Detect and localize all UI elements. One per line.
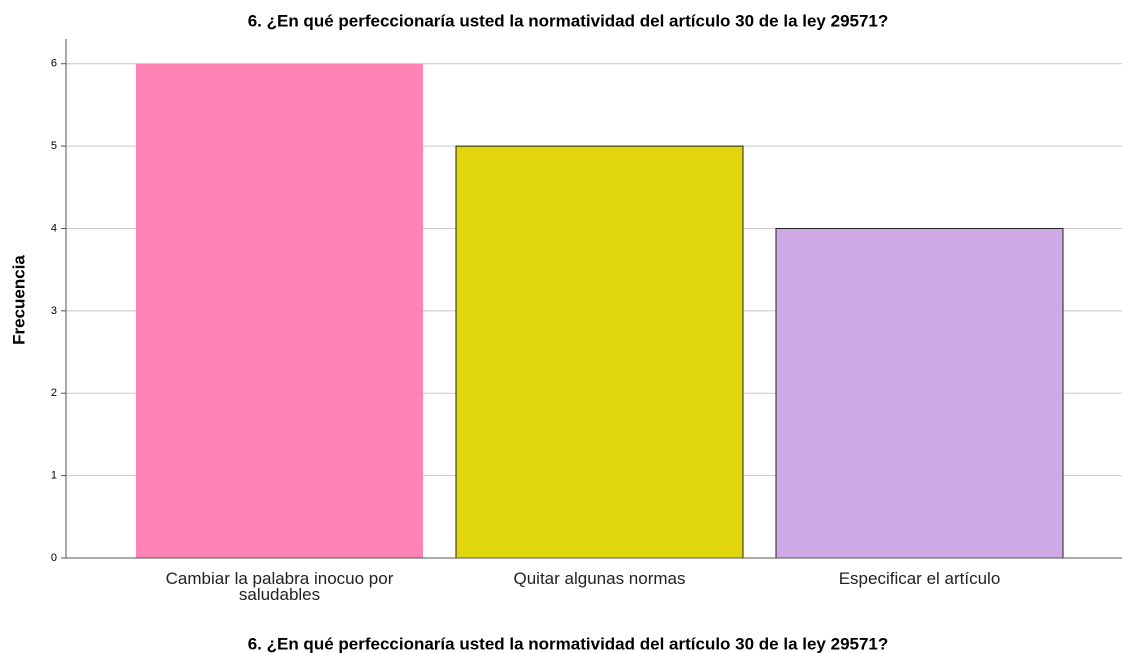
- y-tick-label: 1: [51, 470, 57, 482]
- bar: [455, 145, 744, 559]
- x-tick-label: Especificar el artículo: [838, 569, 1001, 588]
- y-tick-label: 2: [51, 387, 57, 399]
- bar: [136, 63, 423, 558]
- x-tick-label: Cambiar la palabra inocuo por saludables: [165, 569, 394, 604]
- y-tick-label: 6: [51, 58, 57, 70]
- y-tick-label: 3: [51, 305, 57, 317]
- x-tick-label: Quitar algunas normas: [513, 569, 686, 588]
- y-axis-label: Frecuencia: [9, 255, 28, 345]
- y-tick-label: 0: [51, 552, 57, 564]
- bar: [775, 227, 1064, 559]
- x-axis-label: 6. ¿En qué perfeccionaría usted la norma…: [248, 634, 889, 653]
- y-tick-label: 5: [51, 140, 57, 152]
- chart-title: 6. ¿En qué perfeccionaría usted la norma…: [248, 11, 889, 30]
- y-tick-label: 4: [51, 222, 57, 234]
